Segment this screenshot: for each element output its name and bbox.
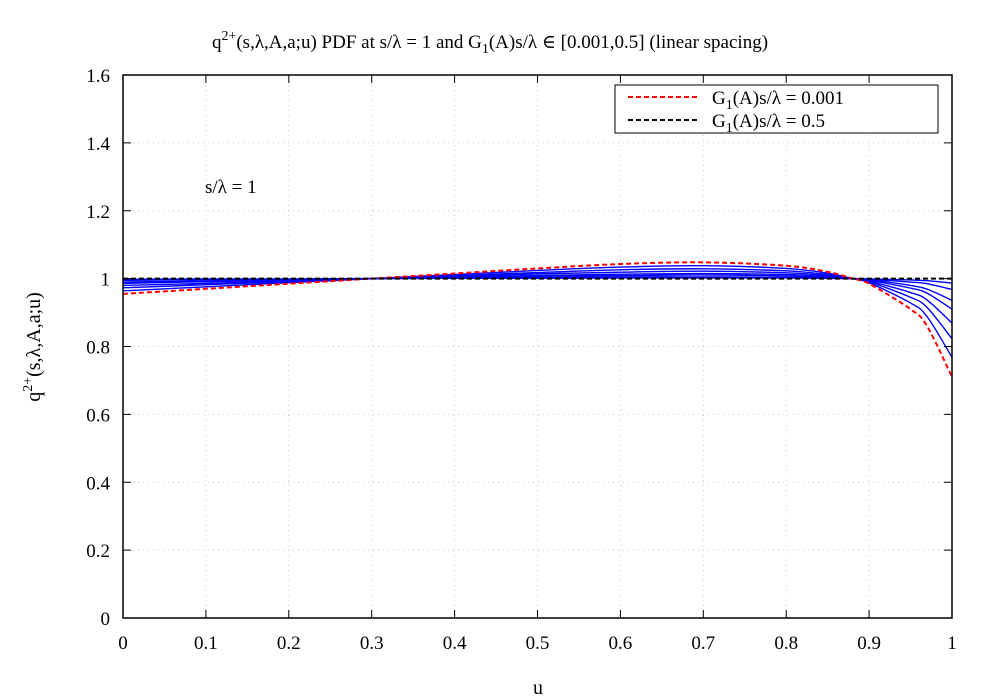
x-tick-label: 0.9 bbox=[857, 633, 881, 654]
x-axis-label: u bbox=[533, 677, 543, 698]
y-tick-label: 1.6 bbox=[86, 66, 110, 87]
x-tick-label: 0.1 bbox=[194, 633, 218, 654]
x-tick-label: 0.6 bbox=[609, 633, 633, 654]
legend: G1(A)s/λ = 0.001 G1(A)s/λ = 0.5 bbox=[614, 84, 939, 136]
x-tick-label: 0.4 bbox=[443, 633, 467, 654]
x-tick-label: 0.2 bbox=[277, 633, 301, 654]
y-tick-label: 1 bbox=[101, 270, 111, 291]
series-red-dashed bbox=[122, 261, 953, 378]
x-tick-label: 1 bbox=[947, 633, 957, 654]
grid bbox=[123, 75, 952, 618]
annotation-s-lambda: s/λ = 1 bbox=[205, 177, 257, 198]
y-tick-label: 1.4 bbox=[86, 134, 110, 155]
y-tick-label: 0.2 bbox=[86, 541, 110, 562]
x-tick-label: 0 bbox=[118, 633, 128, 654]
x-tick-label: 0.8 bbox=[774, 633, 798, 654]
series-blue-1 bbox=[122, 264, 953, 358]
y-tick-label: 0.8 bbox=[86, 338, 110, 359]
y-tick-label: 0 bbox=[101, 609, 111, 630]
y-tick-label: 0.6 bbox=[86, 405, 110, 426]
legend-entry-0.001: G1(A)s/λ = 0.001 bbox=[712, 88, 844, 113]
y-tick-label: 1.2 bbox=[86, 202, 110, 223]
legend-entry-0.5: G1(A)s/λ = 0.5 bbox=[712, 111, 825, 136]
plot-frame bbox=[122, 74, 953, 619]
y-axis-label: q2+(s,λ,A,a;u) bbox=[21, 292, 45, 402]
x-tick-label: 0.3 bbox=[360, 633, 384, 654]
ticks: 0 0.1 0.2 0.3 0.4 0.5 0.6 0.7 0.8 0.9 1 0 0.2 0.4 0.6 0… bbox=[86, 66, 957, 654]
legend-box bbox=[614, 84, 939, 134]
x-tick-label: 0.7 bbox=[691, 633, 715, 654]
chart-title: q2+(s,λ,A,a;u) PDF at s/λ = 1 and G1(A)s… bbox=[212, 29, 768, 57]
curves bbox=[122, 261, 953, 378]
x-tick-label: 0.5 bbox=[526, 633, 550, 654]
y-tick-label: 0.4 bbox=[86, 473, 110, 494]
